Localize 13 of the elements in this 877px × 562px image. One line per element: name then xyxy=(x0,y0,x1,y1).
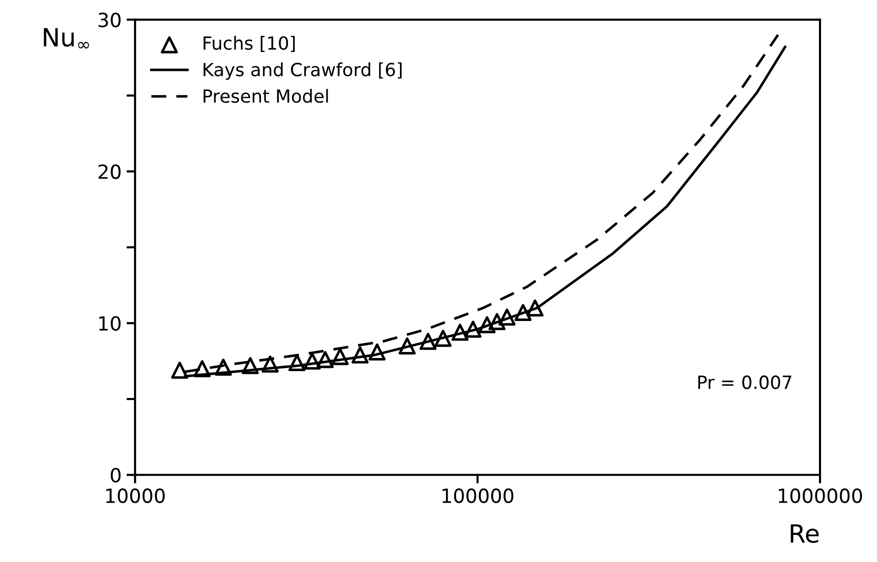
x-tick-label: 1000000 xyxy=(778,488,862,504)
x-axis-title: Re xyxy=(790,524,819,543)
y-tick-label: 20 xyxy=(98,164,121,180)
legend-label: Present Model xyxy=(204,88,328,103)
x-tick-label: 100000 xyxy=(442,488,514,504)
y-tick-label: 30 xyxy=(98,12,121,28)
y-tick-label: 10 xyxy=(99,316,121,331)
y-axis-title: Nu$_{∞}$ xyxy=(44,28,89,48)
legend-label: Fuchs [10] xyxy=(204,36,295,52)
x-tick-label: 10000 xyxy=(106,488,165,504)
legend-label: Kays and Crawford [6] xyxy=(204,62,402,80)
y-tick-label: 0 xyxy=(110,468,121,483)
annotation: Pr = 0.007 xyxy=(698,375,792,390)
